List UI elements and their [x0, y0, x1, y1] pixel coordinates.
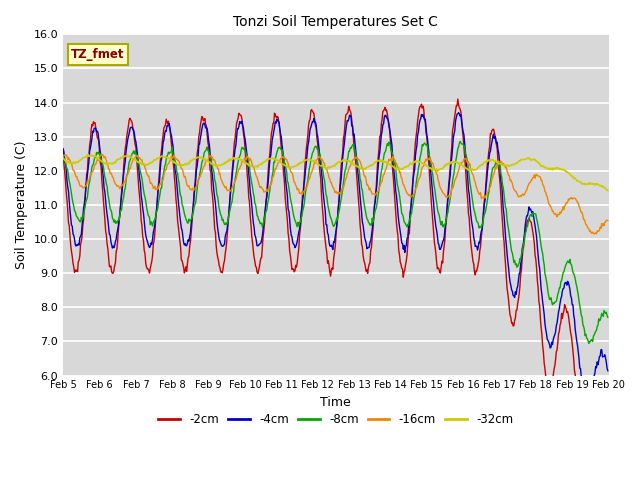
- X-axis label: Time: Time: [321, 396, 351, 409]
- Text: TZ_fmet: TZ_fmet: [71, 48, 125, 61]
- Y-axis label: Soil Temperature (C): Soil Temperature (C): [15, 141, 28, 269]
- Legend: -2cm, -4cm, -8cm, -16cm, -32cm: -2cm, -4cm, -8cm, -16cm, -32cm: [154, 408, 518, 431]
- Title: Tonzi Soil Temperatures Set C: Tonzi Soil Temperatures Set C: [234, 15, 438, 29]
